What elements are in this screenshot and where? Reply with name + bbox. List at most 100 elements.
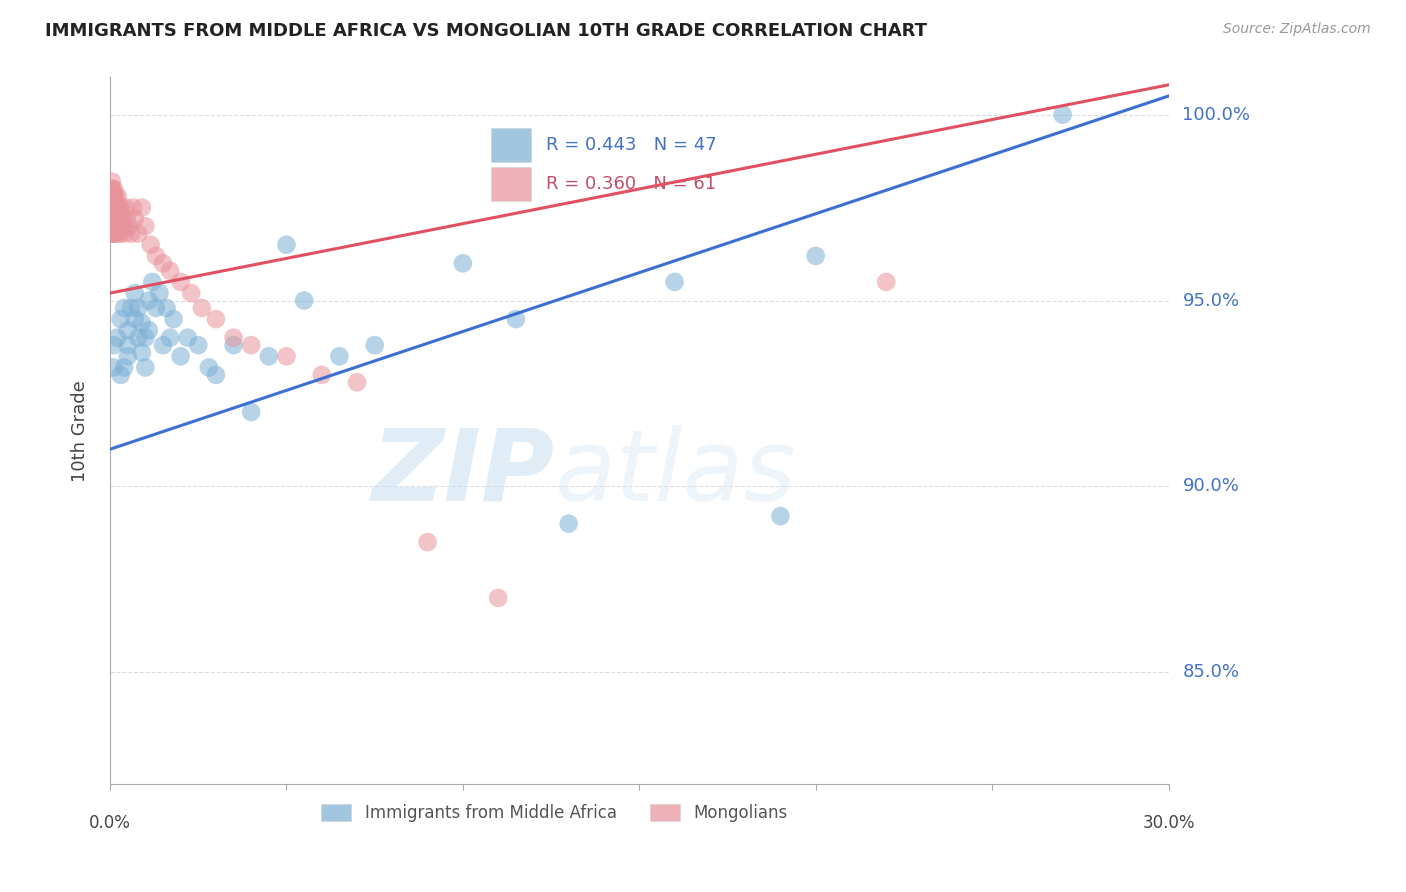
Point xyxy=(104,227,127,241)
Point xyxy=(101,182,124,196)
Text: 85.0%: 85.0% xyxy=(1182,664,1240,681)
Legend: Immigrants from Middle Africa, Mongolians: Immigrants from Middle Africa, Mongolian… xyxy=(315,797,794,829)
Point xyxy=(115,211,138,226)
Point xyxy=(104,189,127,203)
Point xyxy=(131,201,153,215)
Point xyxy=(105,227,128,241)
Point xyxy=(124,211,146,226)
Point xyxy=(139,237,162,252)
Point xyxy=(117,338,139,352)
Point xyxy=(328,349,350,363)
Point xyxy=(111,219,134,234)
Point xyxy=(169,275,191,289)
Point xyxy=(124,312,146,326)
Point xyxy=(107,189,129,203)
Point xyxy=(118,219,141,234)
Point xyxy=(103,338,125,352)
Point xyxy=(180,286,202,301)
Point xyxy=(117,349,139,363)
Text: 95.0%: 95.0% xyxy=(1182,292,1240,310)
Point xyxy=(1052,107,1074,121)
Point xyxy=(127,227,149,241)
Point xyxy=(117,323,139,337)
Point xyxy=(292,293,315,308)
Point xyxy=(107,219,129,234)
Point xyxy=(131,345,153,359)
Point xyxy=(100,227,122,241)
Point xyxy=(141,275,163,289)
Point xyxy=(108,201,131,215)
Point xyxy=(103,182,125,196)
Text: ZIP: ZIP xyxy=(371,425,554,522)
Point xyxy=(240,405,263,419)
Point xyxy=(222,331,245,345)
Point xyxy=(155,301,177,315)
Text: 30.0%: 30.0% xyxy=(1142,814,1195,832)
Point xyxy=(101,219,124,234)
Point xyxy=(103,201,125,215)
Point xyxy=(346,376,368,390)
Point xyxy=(103,189,125,203)
Point xyxy=(112,301,135,315)
Point xyxy=(100,201,122,215)
Text: R = 0.360   N = 61: R = 0.360 N = 61 xyxy=(546,175,716,193)
Point xyxy=(100,211,122,226)
Y-axis label: 10th Grade: 10th Grade xyxy=(72,380,89,482)
Point xyxy=(105,201,128,215)
Point xyxy=(105,211,128,226)
Point xyxy=(804,249,827,263)
Point xyxy=(114,201,136,215)
Point xyxy=(169,349,191,363)
Point xyxy=(257,349,280,363)
Text: IMMIGRANTS FROM MIDDLE AFRICA VS MONGOLIAN 10TH GRADE CORRELATION CHART: IMMIGRANTS FROM MIDDLE AFRICA VS MONGOLI… xyxy=(45,22,927,40)
Point xyxy=(101,227,124,241)
Point xyxy=(145,301,167,315)
Point xyxy=(148,286,170,301)
Point xyxy=(120,227,142,241)
Point xyxy=(120,301,142,315)
Point xyxy=(105,331,128,345)
Point xyxy=(505,312,527,326)
Point xyxy=(152,338,174,352)
Text: 0.0%: 0.0% xyxy=(89,814,131,832)
FancyBboxPatch shape xyxy=(491,167,531,201)
Point xyxy=(198,360,221,375)
Point xyxy=(134,219,156,234)
Point xyxy=(108,227,131,241)
Point xyxy=(104,211,127,226)
Point xyxy=(103,189,125,203)
Point xyxy=(103,360,125,375)
Text: Source: ZipAtlas.com: Source: ZipAtlas.com xyxy=(1223,22,1371,37)
Point xyxy=(101,201,124,215)
Point xyxy=(104,201,127,215)
Text: R = 0.443   N = 47: R = 0.443 N = 47 xyxy=(546,136,717,154)
Point xyxy=(187,338,209,352)
Point xyxy=(111,211,134,226)
Point xyxy=(100,182,122,196)
Point xyxy=(664,275,686,289)
Text: 100.0%: 100.0% xyxy=(1182,105,1250,124)
Point xyxy=(416,535,439,549)
Point xyxy=(558,516,581,531)
Point xyxy=(486,591,509,605)
Point xyxy=(103,211,125,226)
Point xyxy=(101,189,124,203)
Point xyxy=(240,338,263,352)
Point xyxy=(127,301,149,315)
Point xyxy=(145,249,167,263)
Point xyxy=(769,509,792,524)
Point xyxy=(159,331,181,345)
Point xyxy=(176,331,198,345)
Point xyxy=(363,338,385,352)
Point xyxy=(101,201,124,215)
Point xyxy=(152,256,174,270)
Point xyxy=(138,293,160,308)
Point xyxy=(159,264,181,278)
Point xyxy=(191,301,214,315)
Point xyxy=(103,227,125,241)
Point xyxy=(101,211,124,226)
Point xyxy=(131,316,153,330)
Text: 90.0%: 90.0% xyxy=(1182,477,1239,495)
Point xyxy=(162,312,184,326)
Point xyxy=(122,201,145,215)
